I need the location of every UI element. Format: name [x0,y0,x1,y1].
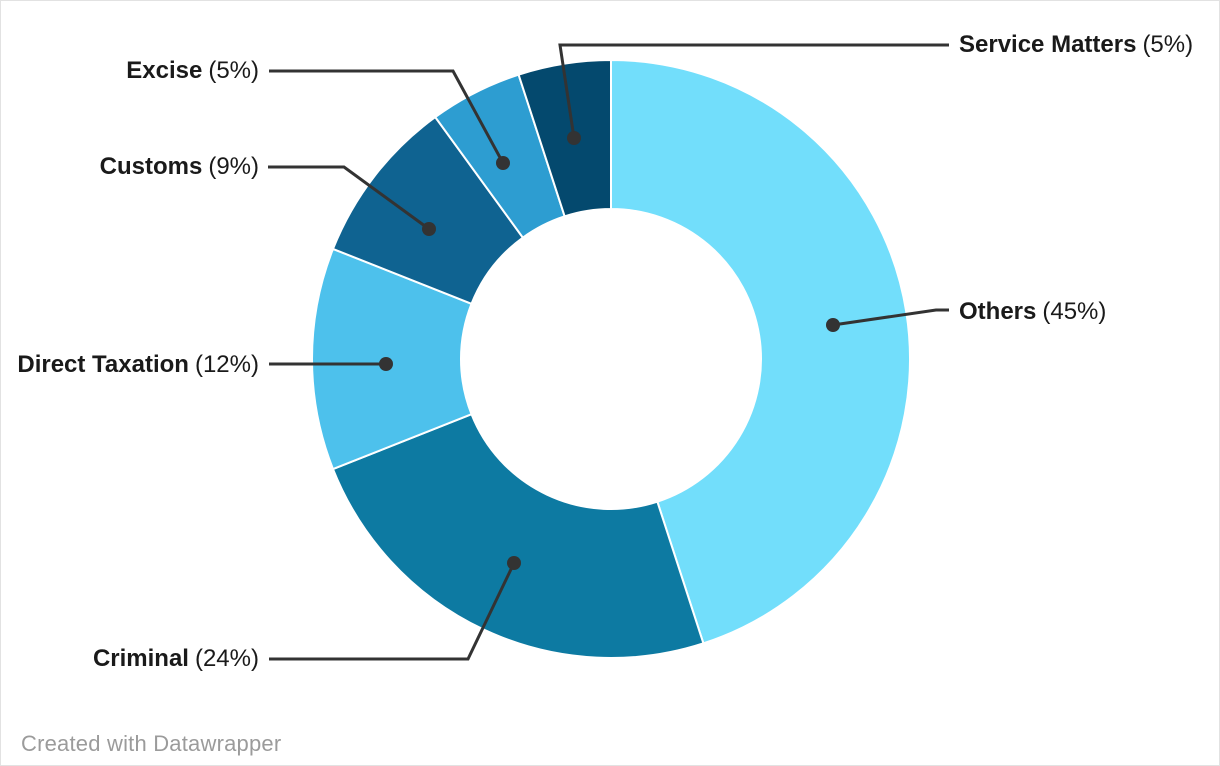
leader-dot-service-matters [567,131,581,145]
leader-line-excise [269,69,505,164]
leader-line-service-matters [558,43,949,139]
slice-label-percent: (9%) [208,153,259,180]
slice-label-others: Others (45%) [959,298,1106,326]
leader-dot-others [826,318,840,332]
leader-line-customs [268,165,430,231]
leader-dot-customs [422,222,436,236]
slice-label-percent: (5%) [208,57,259,84]
slice-label-customs: Customs (9%) [100,153,259,181]
slice-label-percent: (45%) [1042,298,1107,325]
slice-label-name: Excise [126,57,203,84]
slice-label-criminal: Criminal (24%) [93,645,259,673]
slice-label-name: Service Matters [959,31,1137,58]
pie-slice-service-matters[interactable] [517,58,612,218]
slice-label-name: Criminal [92,645,189,672]
slice-label-name: Others [959,298,1037,325]
leader-line-criminal [269,562,516,661]
slice-label-percent: (5%) [1142,31,1194,58]
slice-label-direct-taxation: Direct Taxation (12%) [17,351,259,379]
pie-slice-others[interactable] [610,58,911,645]
leader-dot-criminal [507,556,521,570]
pie-slice-criminal[interactable] [331,412,705,659]
datawrapper-credit: Created with Datawrapper [21,731,282,756]
leader-lines [268,43,949,661]
leader-dot-direct-taxation [379,357,393,371]
slice-label-percent: (12%) [194,351,259,378]
leader-dot-excise [496,156,510,170]
slice-label-percent: (24%) [194,645,259,672]
slice-label-name: Customs [99,153,203,180]
leader-line-others [832,308,949,327]
leader-dots [379,131,840,570]
slice-label-excise: Excise (5%) [126,57,259,85]
donut-slices [311,58,911,659]
slice-label-name: Direct Taxation [17,351,189,378]
slice-label-service-matters: Service Matters (5%) [959,31,1193,59]
